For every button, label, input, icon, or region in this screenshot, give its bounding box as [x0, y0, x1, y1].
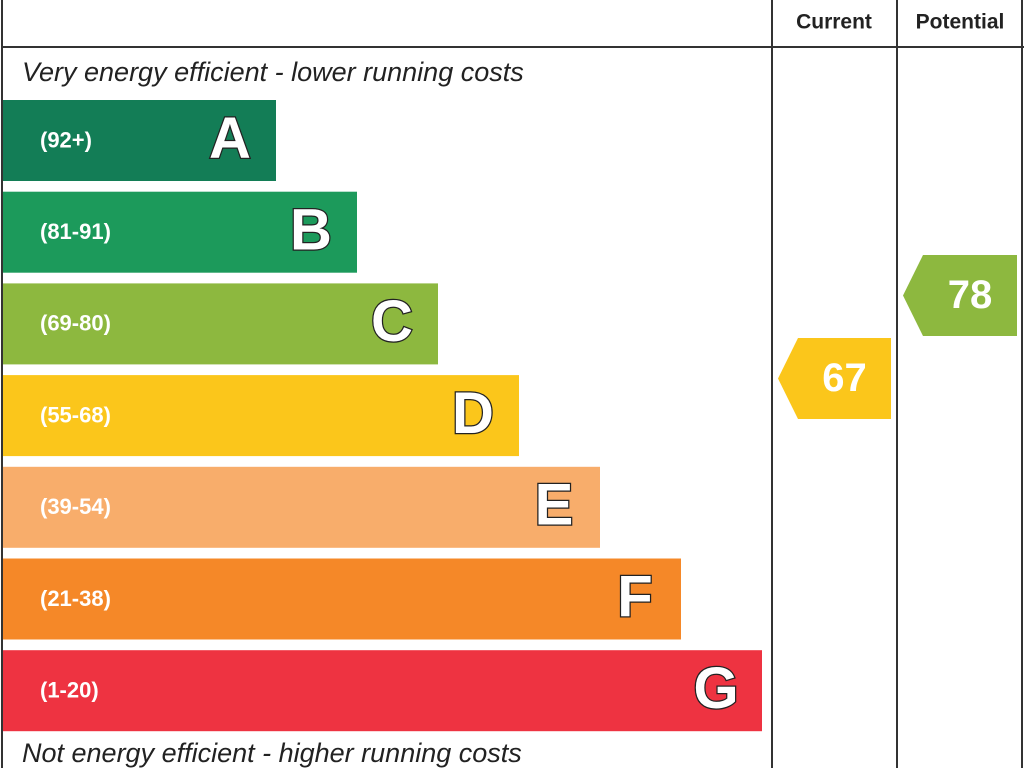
band-letter: C	[371, 289, 413, 354]
band-letter: B	[290, 198, 332, 263]
band-bar	[3, 558, 681, 640]
band-bar	[3, 100, 276, 181]
current-value: 67	[822, 356, 867, 400]
band-range: (1-20)	[40, 678, 99, 703]
top-note: Very energy efficient - lower running co…	[22, 57, 524, 87]
band-bar	[3, 191, 357, 273]
header-current: Current	[796, 11, 872, 34]
band-range: (92+)	[40, 127, 92, 152]
band-range: (55-68)	[40, 402, 111, 427]
band-range: (21-38)	[40, 586, 111, 611]
band-letter: F	[617, 564, 652, 629]
band-range: (39-54)	[40, 494, 111, 519]
band-bar	[3, 375, 519, 457]
band-bar	[3, 466, 600, 548]
header-potential: Potential	[916, 11, 1005, 34]
band-letter: A	[209, 106, 251, 171]
band-bar	[3, 650, 762, 732]
band-bar	[3, 283, 438, 365]
bottom-note: Not energy efficient - higher running co…	[22, 738, 522, 768]
band-letter: D	[452, 381, 494, 446]
band-range: (69-80)	[40, 311, 111, 336]
potential-value: 78	[948, 273, 993, 317]
band-letter: E	[535, 473, 574, 538]
current-arrow	[778, 338, 891, 419]
potential-arrow	[903, 255, 1017, 336]
band-letter: G	[693, 656, 738, 721]
band-range: (81-91)	[40, 219, 111, 244]
